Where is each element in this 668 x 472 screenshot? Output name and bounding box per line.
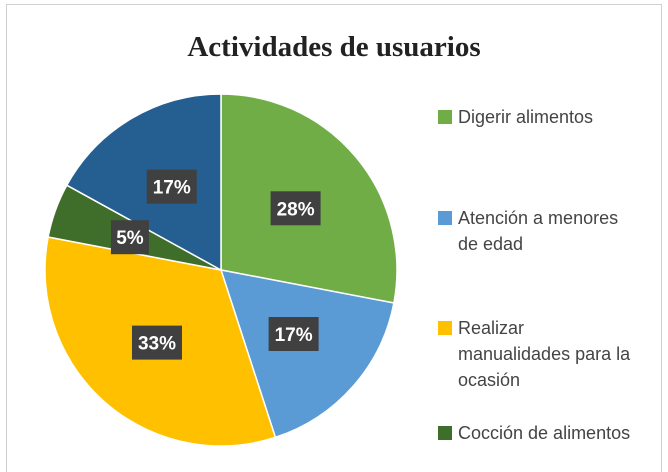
data-label: 33%	[138, 334, 176, 355]
pie-slice	[65, 93, 222, 272]
chart-frame	[6, 4, 662, 472]
pie-slice	[219, 269, 395, 439]
data-label: 17%	[153, 178, 191, 199]
data-label-box	[146, 169, 197, 204]
data-label-box	[131, 325, 182, 360]
legend-swatch	[438, 211, 452, 225]
legend-item: Cocción de alimentos	[438, 420, 638, 446]
legend-label: Atención a menores de edad	[458, 208, 619, 254]
legend-label: Digerir alimentos	[458, 107, 594, 127]
legend-swatch	[438, 110, 452, 124]
legend-swatch	[438, 426, 452, 440]
data-label: 17%	[275, 325, 313, 346]
data-label: 28%	[277, 199, 315, 220]
legend-item: Realizar manualidades para la ocasión	[438, 315, 638, 393]
legend-item: Digerir alimentos	[438, 104, 638, 130]
legend-swatch	[438, 321, 452, 335]
legend-label: Cocción de alimentos	[458, 423, 631, 443]
data-label-box	[268, 317, 319, 352]
data-label-box	[110, 220, 149, 255]
legend-label: Realizar manualidades para la ocasión	[458, 318, 631, 390]
data-label-box	[270, 191, 321, 226]
chart-title: Actividades de usuarios	[187, 31, 480, 63]
legend-item: Atención a menores de edad	[438, 205, 638, 257]
data-label: 5%	[116, 228, 144, 249]
